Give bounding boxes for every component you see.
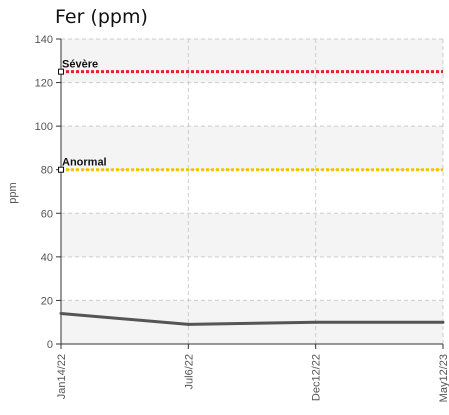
x-tick-label: May12/23 — [438, 354, 449, 402]
grid-lines — [61, 38, 444, 344]
y-tick-label: 120 — [35, 78, 53, 90]
y-tick-label: 140 — [35, 34, 53, 46]
y-tick-label: 0 — [47, 339, 53, 351]
plot-bands — [61, 39, 443, 344]
ref-label-severe: Sévère — [62, 59, 98, 71]
y-tick-label: 100 — [35, 121, 53, 133]
ref-label-anormal: Anormal — [62, 157, 107, 169]
x-tick-label: Jan14/22 — [56, 354, 68, 399]
plot-band — [61, 126, 443, 170]
ref-marker-severe — [58, 68, 64, 75]
y-tick-labels: 0 20 40 60 80 100 120 140 — [35, 34, 53, 351]
data-point — [59, 312, 63, 315]
ref-marker-anormal — [58, 166, 64, 173]
y-tick-label: 40 — [41, 252, 53, 264]
data-point — [314, 320, 318, 324]
series-line — [60, 312, 443, 326]
data-point — [441, 320, 445, 324]
x-tick-label: Jul6/22 — [183, 354, 195, 389]
series-lines — [59, 312, 445, 326]
y-tick-label: 60 — [41, 208, 53, 220]
axes — [56, 38, 444, 349]
x-tick-label: Dec12/22 — [311, 354, 323, 401]
plot-band — [61, 213, 443, 257]
x-tick-labels: Jan14/22 Jul6/22 Dec12/22 May12/23 — [56, 354, 449, 402]
data-point — [186, 322, 190, 326]
reference-lines: Sévère Anormal — [58, 59, 443, 173]
y-tick-label: 80 — [41, 165, 53, 177]
chart-title: Fer (ppm) — [55, 6, 148, 28]
y-tick-label: 20 — [41, 295, 53, 307]
y-axis-label: ppm — [7, 182, 19, 203]
plot-band — [61, 39, 443, 83]
